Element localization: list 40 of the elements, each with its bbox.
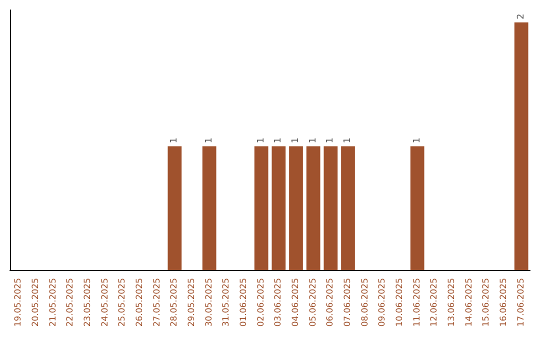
x-tick-label: 05.06.2025 — [308, 278, 318, 327]
data-label: 1 — [274, 137, 284, 144]
x-tick-label: 30.05.2025 — [204, 278, 214, 327]
x-tick-label: 11.06.2025 — [412, 278, 422, 327]
x-tick-label: 10.06.2025 — [395, 278, 405, 327]
x-tick-label: 21.05.2025 — [48, 278, 58, 327]
data-label: 1 — [256, 137, 266, 144]
x-tick-label: 09.06.2025 — [378, 278, 388, 327]
x-tick-label: 06.06.2025 — [326, 278, 336, 327]
x-tick-label: 13.06.2025 — [447, 278, 457, 327]
data-label: 1 — [412, 137, 422, 144]
x-tick-label: 27.05.2025 — [152, 278, 162, 327]
data-label: 1 — [343, 137, 353, 144]
x-tick-label: 15.06.2025 — [482, 278, 492, 327]
x-tick-label: 25.05.2025 — [118, 278, 128, 327]
x-tick-label: 02.06.2025 — [256, 278, 266, 327]
x-tick-label: 29.05.2025 — [187, 278, 197, 327]
x-tick-label: 20.05.2025 — [31, 278, 41, 327]
x-tick-label: 14.06.2025 — [464, 278, 474, 327]
x-tick-label: 22.05.2025 — [66, 278, 76, 327]
x-tick-label: 17.06.2025 — [516, 278, 526, 327]
x-tick-label: 26.05.2025 — [135, 278, 145, 327]
x-tick-label: 12.06.2025 — [430, 278, 440, 327]
x-tick-label: 08.06.2025 — [360, 278, 370, 327]
data-label: 1 — [308, 137, 318, 144]
x-tick-label: 23.05.2025 — [83, 278, 93, 327]
data-label: 1 — [326, 137, 336, 144]
data-label: 2 — [516, 14, 526, 20]
x-tick-label: 01.06.2025 — [239, 278, 249, 327]
x-tick-label: 03.06.2025 — [274, 278, 284, 327]
x-tick-label: 07.06.2025 — [343, 278, 353, 327]
x-tick-label: 04.06.2025 — [291, 278, 301, 327]
x-tick-label: 19.05.2025 — [14, 278, 24, 327]
data-label: 1 — [291, 137, 301, 144]
x-tick-label: 24.05.2025 — [100, 278, 110, 327]
x-tick-label: 31.05.2025 — [222, 278, 232, 327]
x-tick-label: 28.05.2025 — [170, 278, 180, 327]
data-label: 1 — [170, 137, 180, 144]
x-tick-label: 16.06.2025 — [499, 278, 509, 327]
data-label: 1 — [204, 137, 214, 144]
